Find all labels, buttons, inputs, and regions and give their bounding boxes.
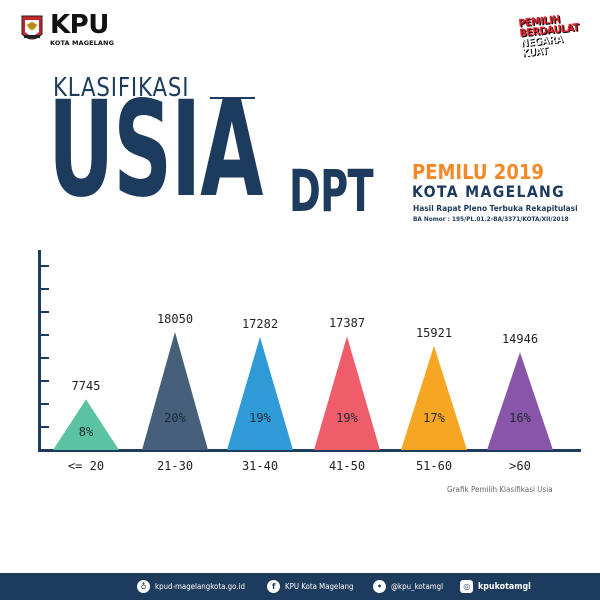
instagram-text: kpukotamgl — [478, 581, 532, 592]
kpu-logo: KPU KOTA MAGELANG — [20, 12, 114, 47]
title-dpt: DPT — [289, 157, 374, 225]
value-label: 15921 — [415, 325, 453, 340]
title-kota: KOTA MAGELANG — [412, 182, 566, 201]
y-axis-tick — [40, 265, 49, 267]
percent-label: 19% — [249, 411, 271, 425]
twitter-text: @kpu_kotamgl — [391, 582, 444, 591]
y-axis-tick — [40, 380, 49, 382]
facebook-icon: f — [267, 580, 281, 593]
y-axis-tick — [40, 403, 49, 405]
y-axis-tick — [40, 288, 49, 290]
title-usia: USIA — [48, 73, 263, 227]
category-label: 51-60 — [415, 459, 453, 473]
footer-facebook[interactable]: f KPU Kota Magelang — [267, 580, 363, 593]
x-axis-line — [38, 449, 581, 452]
logo-title: KPU — [50, 10, 109, 40]
title-hasil-rapat: Hasil Rapat Pleno Terbuka Rekapitulasi — [413, 204, 578, 213]
triangle-bar — [227, 337, 293, 450]
y-axis-line — [38, 250, 41, 452]
category-label: <= 20 — [67, 459, 105, 473]
value-label: 17282 — [241, 317, 279, 332]
y-axis-tick — [40, 357, 49, 359]
triangle-bar — [53, 399, 119, 450]
triangle-bar — [487, 352, 553, 450]
value-label: 14946 — [501, 332, 539, 347]
percent-label: 19% — [336, 411, 358, 425]
chart-caption: Grafik Pemilih Klasifikasi Usia — [447, 485, 553, 494]
title-klasifikasi: KLASIFIKASI — [53, 73, 190, 103]
y-axis-tick — [40, 334, 49, 336]
triangle-bar — [142, 332, 208, 450]
value-label: 18050 — [156, 312, 194, 326]
value-label: 17387 — [328, 316, 366, 331]
globe-icon: ♁ — [137, 580, 150, 593]
triangle-bar — [314, 336, 380, 450]
category-label: 21-30 — [156, 459, 194, 473]
website-text: kpud-magelangkota.go.id — [155, 582, 245, 591]
title-ba-nomor: BA Nomor : 195/PL.01.2-BA/3371/KOTA/XII/… — [413, 217, 569, 223]
chart-axes — [38, 250, 581, 452]
category-label: 31-40 — [241, 459, 279, 473]
title-underline — [210, 97, 255, 99]
footer-bar: ♁ kpud-magelangkota.go.id f KPU Kota Mag… — [0, 573, 600, 600]
logo-subtitle: KOTA MAGELANG — [50, 39, 115, 47]
garuda-emblem-icon — [20, 14, 44, 44]
triangle-bar — [401, 345, 467, 450]
footer-website[interactable]: ♁ kpud-magelangkota.go.id — [137, 580, 257, 593]
percent-label: 17% — [423, 411, 445, 425]
chart-triangles — [53, 332, 553, 450]
category-label: 41-50 — [328, 459, 366, 473]
y-axis-tick — [40, 311, 49, 313]
instagram-icon: ◎ — [460, 580, 474, 593]
category-label: >60 — [509, 459, 531, 473]
footer-twitter[interactable]: • @kpu_kotamgl — [373, 580, 450, 593]
twitter-icon: • — [373, 580, 387, 593]
value-label: 7745 — [71, 379, 101, 394]
title-pemilu: PEMILU 2019 — [412, 160, 544, 184]
percent-label: 16% — [509, 411, 531, 425]
y-axis-tick — [40, 426, 49, 428]
percent-label: 8% — [78, 425, 94, 439]
footer-instagram[interactable]: ◎ kpukotamgl — [460, 580, 538, 593]
facebook-text: KPU Kota Magelang — [285, 582, 354, 591]
percent-label: 20% — [164, 411, 186, 425]
